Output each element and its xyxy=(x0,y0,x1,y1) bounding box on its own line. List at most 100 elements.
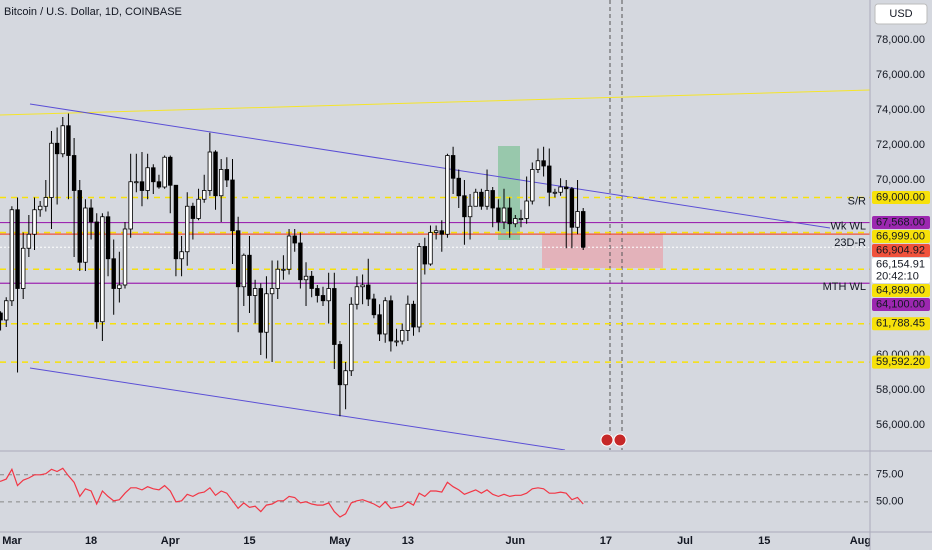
candle-body xyxy=(337,344,343,386)
candle-body xyxy=(94,221,99,323)
candle-body xyxy=(326,288,331,302)
candle-body xyxy=(501,207,507,223)
candle-body xyxy=(496,207,501,223)
candle-body xyxy=(145,167,150,191)
y-tick-label: 70,000.00 xyxy=(876,174,925,186)
candle-body xyxy=(168,156,173,186)
currency[interactable]: USD xyxy=(889,8,912,20)
level-box xyxy=(872,230,930,244)
candle-body xyxy=(473,191,478,207)
candle-body xyxy=(241,254,247,288)
candle-body xyxy=(354,286,360,305)
candle-body xyxy=(513,218,518,225)
candle-body xyxy=(128,181,133,230)
candle-body xyxy=(569,188,575,228)
rsi-line xyxy=(0,467,584,518)
trend-line xyxy=(0,89,870,116)
level-label: 59,592.20 xyxy=(876,356,925,368)
candle-body xyxy=(162,156,167,188)
candle-body xyxy=(4,300,9,321)
candle-body xyxy=(26,233,32,249)
candle-body xyxy=(490,190,495,209)
candle-body xyxy=(349,303,354,372)
candle-body xyxy=(275,268,280,289)
candle-body xyxy=(54,142,60,155)
x-tick-label: 15 xyxy=(243,535,255,547)
currency-button[interactable] xyxy=(874,3,928,25)
candle-body xyxy=(383,300,388,335)
level-box xyxy=(872,216,930,230)
level-box xyxy=(872,317,930,331)
candle-body xyxy=(190,205,196,219)
candle-body xyxy=(37,205,43,211)
rsi-tick-label: 75.00 xyxy=(876,469,904,481)
level-label: 69,000.00 xyxy=(876,191,925,203)
candle-body xyxy=(9,209,15,302)
candle-body xyxy=(411,303,416,328)
candle-body xyxy=(467,205,473,218)
candle-body xyxy=(484,190,490,207)
candle-body xyxy=(518,218,524,220)
x-tick-label: Mar xyxy=(2,535,22,547)
x-tick-label: Apr xyxy=(161,535,181,547)
candle-body xyxy=(530,169,535,202)
candle-body xyxy=(535,160,541,170)
candle-body xyxy=(88,207,94,223)
x-tick-label: Jul xyxy=(677,535,693,547)
candle-body xyxy=(433,230,439,233)
level-label: 66,904.92 xyxy=(876,244,925,256)
level-box xyxy=(872,244,930,258)
candles xyxy=(0,113,586,417)
candle-body xyxy=(122,228,128,286)
candle-body xyxy=(235,230,241,288)
long-box xyxy=(498,146,520,240)
x-tick-label: 15 xyxy=(758,535,770,547)
candle-body xyxy=(264,293,269,333)
candle-body xyxy=(71,155,77,191)
candle-body xyxy=(320,295,326,302)
level-tag: S/R xyxy=(848,195,866,207)
candle-body xyxy=(111,258,116,289)
level-label: 64,100.00 xyxy=(876,298,925,310)
candle-body xyxy=(366,284,371,300)
candle-body xyxy=(343,370,348,386)
candle-body xyxy=(247,254,252,296)
candle-body xyxy=(558,186,563,193)
level-label: 67,568.00 xyxy=(876,216,925,228)
level-label: 61,788.45 xyxy=(876,318,925,330)
candle-body xyxy=(405,303,411,331)
candle-body xyxy=(547,165,552,193)
candle-body xyxy=(416,246,422,328)
level-tag: MTH WL xyxy=(823,281,866,293)
candle-body xyxy=(196,198,201,219)
candle-body xyxy=(139,181,145,191)
candle-body xyxy=(394,340,399,343)
candle-body xyxy=(15,209,20,289)
candle-body xyxy=(224,169,230,181)
candle-body xyxy=(202,190,207,200)
candle-body xyxy=(377,314,382,335)
candle-body xyxy=(156,181,162,188)
level-label: 66,999.00 xyxy=(876,230,925,242)
level-box xyxy=(872,355,930,369)
candle-body xyxy=(450,155,456,179)
candle-body xyxy=(479,191,484,207)
candle-body xyxy=(456,177,461,197)
candle-body xyxy=(0,312,3,321)
candle-body xyxy=(303,275,309,281)
y-tick-label: 58,000.00 xyxy=(876,384,925,396)
current-price-box xyxy=(872,258,930,284)
candle-body xyxy=(462,195,467,218)
candle-body xyxy=(439,230,444,235)
levels xyxy=(0,196,870,363)
y-tick-label: 56,000.00 xyxy=(876,419,925,431)
current-price-label: 66,154.91 xyxy=(876,258,925,270)
candle-body xyxy=(541,160,546,167)
x-tick-label: 17 xyxy=(600,535,612,547)
candle-body xyxy=(581,211,586,248)
candle-body xyxy=(269,288,275,295)
candle-body xyxy=(213,151,218,197)
channel-bottom xyxy=(29,367,566,450)
current-tag: 23D-R xyxy=(834,237,866,249)
